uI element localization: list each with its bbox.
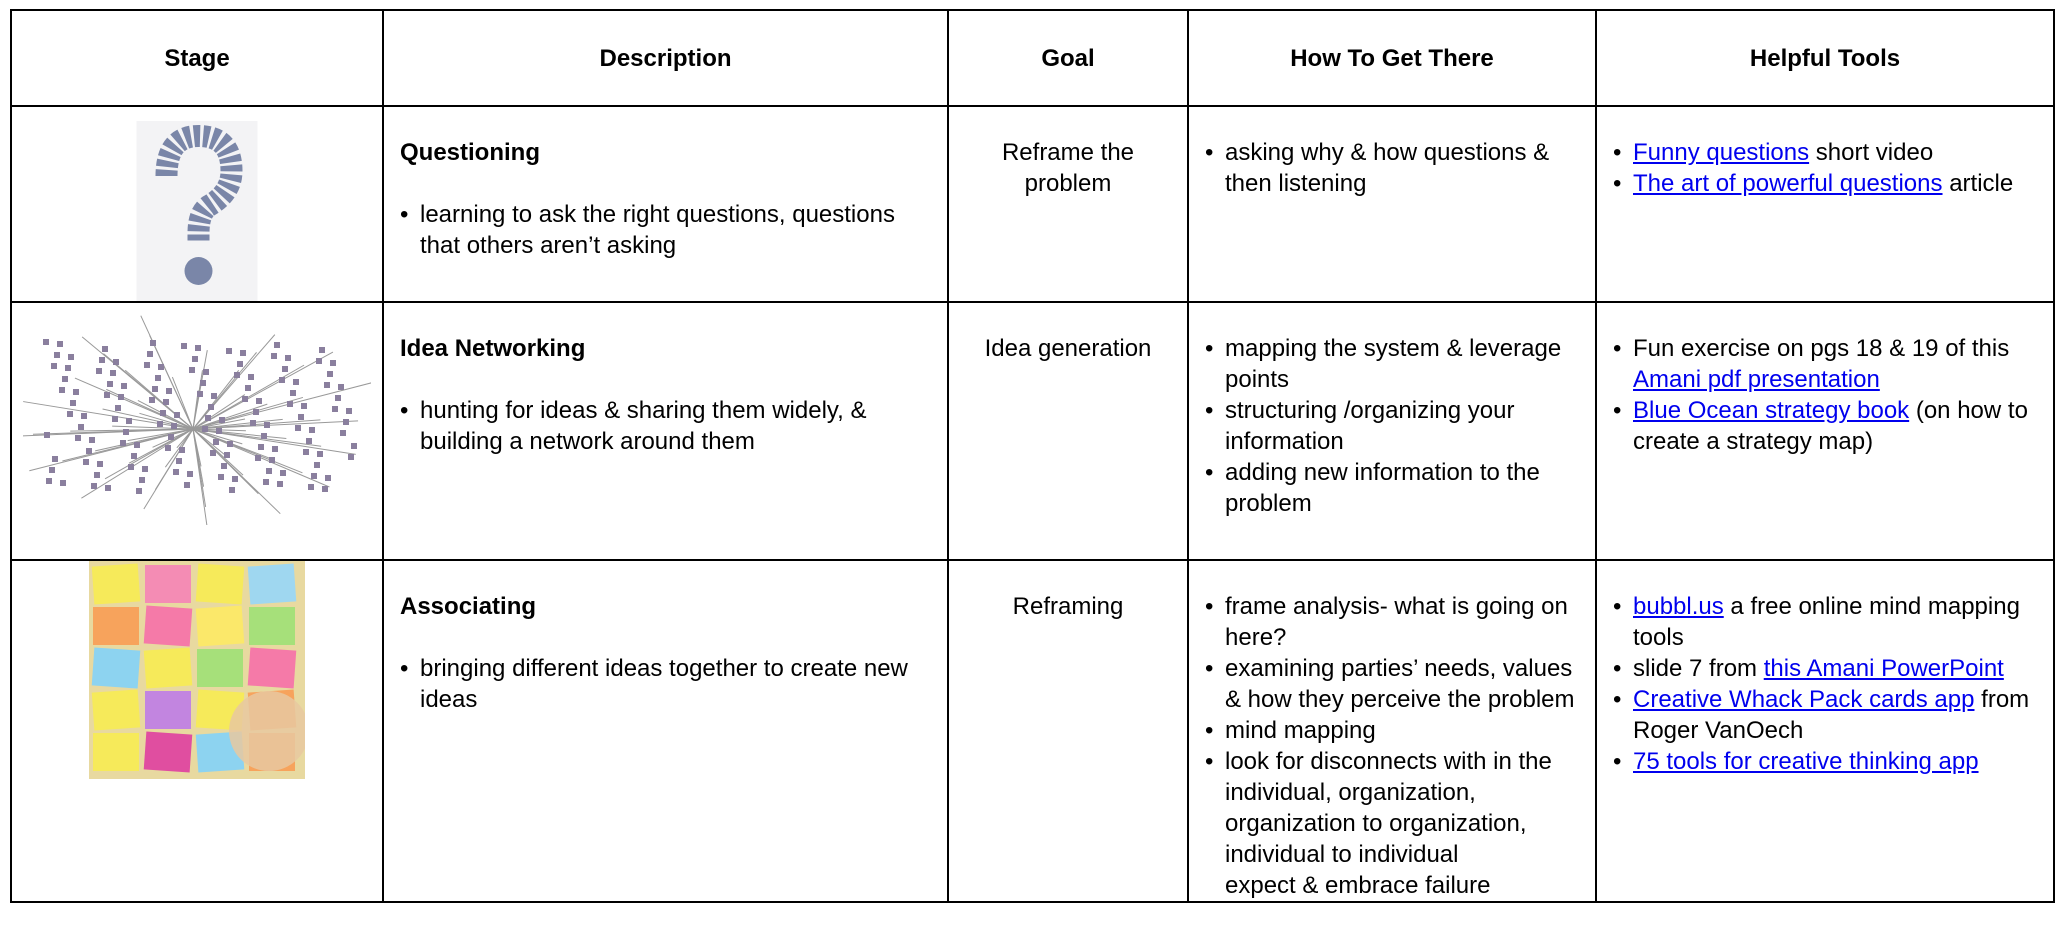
table-row: Idea Networking hunting for ideas & shari… xyxy=(10,301,2055,561)
description-cell: Associating bringing different ideas toge… xyxy=(382,559,949,903)
table-row: Questioning learning to ask the right que… xyxy=(10,105,2055,303)
tool-item: Creative Whack Pack cards app from Roger… xyxy=(1613,684,2037,746)
table-row: Associating bringing different ideas toge… xyxy=(10,559,2055,903)
stages-table: Stage Description Goal How To Get There Help… xyxy=(10,9,2055,903)
how-item: structuring /organizing your information xyxy=(1205,395,1579,457)
description-cell: Idea Networking hunting for ideas & shari… xyxy=(382,301,949,561)
how-list: asking why & how questions & then listen… xyxy=(1205,137,1579,199)
goal-text: Reframe the problem xyxy=(1001,139,1135,197)
how-item: frame analysis- what is going on here? xyxy=(1205,591,1579,653)
column-header: Helpful Tools xyxy=(1595,9,2055,107)
tool-item: 75 tools for creative thinking app xyxy=(1613,746,2037,777)
how-list: mapping the system & leverage pointsstru… xyxy=(1205,333,1579,519)
tool-text: article xyxy=(1949,170,2014,197)
description-item: learning to ask the right questions, que… xyxy=(400,199,931,261)
tool-link[interactable]: Creative Whack Pack cards app xyxy=(1633,686,1975,713)
tool-text: a free online mind mapping tools xyxy=(1633,593,2020,651)
goal-cell: Idea generation xyxy=(947,301,1189,561)
tool-item: Funny questions short video xyxy=(1613,137,2037,168)
stage-title: Associating xyxy=(400,593,537,620)
column-header: Description xyxy=(382,9,949,107)
tool-link[interactable]: this Amani PowerPoint xyxy=(1763,655,2004,682)
tools-cell: bubbl.us a free online mind mapping tool… xyxy=(1595,559,2055,903)
how-item: mapping the system & leverage points xyxy=(1205,333,1579,395)
stage-title: Questioning xyxy=(400,139,540,166)
description-item: bringing different ideas together to cre… xyxy=(400,653,931,715)
how-cell: mapping the system & leverage pointsstru… xyxy=(1187,301,1597,561)
description-item: hunting for ideas & sharing them widely,… xyxy=(400,395,931,457)
tools-cell: Funny questions short videoThe art of po… xyxy=(1595,105,2055,303)
how-item: adding new information to the problem xyxy=(1205,457,1579,519)
table-body: Questioning learning to ask the right que… xyxy=(10,105,2055,903)
column-header: Stage xyxy=(10,9,384,107)
how-item: mind mapping xyxy=(1205,715,1579,746)
stage-image xyxy=(23,315,371,525)
tool-link[interactable]: The art of powerful questions xyxy=(1633,170,1943,197)
how-item: asking why & how questions & then listen… xyxy=(1205,137,1579,199)
tool-text: (on how to create a strategy map) xyxy=(1633,397,2028,455)
tool-item: The art of powerful questions article xyxy=(1613,168,2037,199)
tool-link[interactable]: Blue Ocean strategy book xyxy=(1633,397,1910,424)
tools-list: bubbl.us a free online mind mapping tool… xyxy=(1613,591,2037,777)
stage-title: Idea Networking xyxy=(400,335,586,362)
tool-link[interactable]: bubbl.us xyxy=(1633,593,1724,620)
goal-text: Idea generation xyxy=(984,335,1152,362)
how-item: look for disconnects with in the individ… xyxy=(1205,746,1579,870)
tools-cell: Fun exercise on pgs 18 & 19 of this Aman… xyxy=(1595,301,2055,561)
header-row: Stage Description Goal How To Get There Help… xyxy=(10,9,2055,107)
how-cell: asking why & how questions & then listen… xyxy=(1187,105,1597,303)
column-header: How To Get There xyxy=(1187,9,1597,107)
tool-item: Fun exercise on pgs 18 & 19 of this Aman… xyxy=(1613,333,2037,395)
tool-text: from Roger VanOech xyxy=(1633,686,2030,744)
description-list: bringing different ideas together to cre… xyxy=(400,653,931,715)
tool-link[interactable]: Amani pdf presentation xyxy=(1633,366,1880,393)
tool-item: slide 7 from this Amani PowerPoint xyxy=(1613,653,2037,684)
description-cell: Questioning learning to ask the right que… xyxy=(382,105,949,303)
tool-item: bubbl.us a free online mind mapping tool… xyxy=(1613,591,2037,653)
description-list: learning to ask the right questions, que… xyxy=(400,199,931,261)
stage-image xyxy=(136,121,258,301)
goal-cell: Reframing xyxy=(947,559,1189,903)
goal-text: Reframing xyxy=(1012,593,1124,620)
tool-text: slide 7 from xyxy=(1633,655,1758,682)
how-cell: frame analysis- what is going on here?ex… xyxy=(1187,559,1597,903)
tool-link[interactable]: Funny questions xyxy=(1633,139,1810,166)
tool-link[interactable]: 75 tools for creative thinking app xyxy=(1633,748,1979,775)
tools-list: Funny questions short videoThe art of po… xyxy=(1613,137,2037,199)
description-list: hunting for ideas & sharing them widely,… xyxy=(400,395,931,457)
stage-cell xyxy=(10,559,384,903)
column-header: Goal xyxy=(947,9,1189,107)
how-item: examining parties’ needs, values & how t… xyxy=(1205,653,1579,715)
stage-cell xyxy=(10,105,384,303)
tool-item: Blue Ocean strategy book (on how to crea… xyxy=(1613,395,2037,457)
tool-text: Fun exercise on pgs 18 & 19 of this xyxy=(1633,335,2010,362)
how-list: frame analysis- what is going on here?ex… xyxy=(1205,591,1579,870)
stage-image xyxy=(89,561,305,779)
goal-cell: Reframe the problem xyxy=(947,105,1189,303)
stage-cell xyxy=(10,301,384,561)
tool-text: short video xyxy=(1815,139,1934,166)
tools-list: Fun exercise on pgs 18 & 19 of this Aman… xyxy=(1613,333,2037,457)
how-extra: expect & embrace failure xyxy=(1225,872,1491,899)
